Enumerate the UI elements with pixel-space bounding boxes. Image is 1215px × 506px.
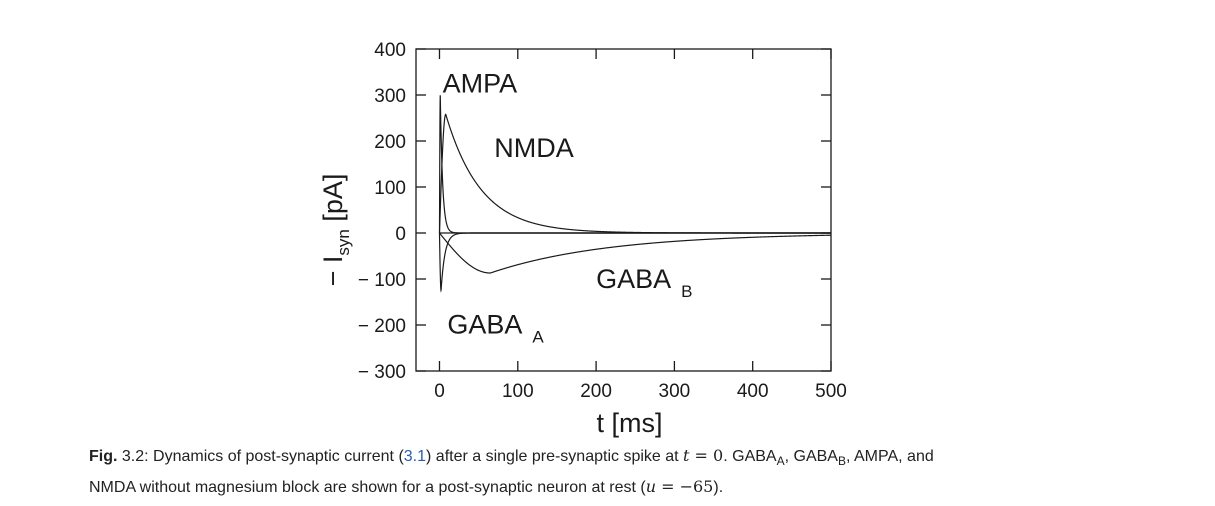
synaptic-current-chart: 400 300 200 100 0− 100− 200− 300 0 100 200 300 4… bbox=[300, 30, 880, 442]
x-tick-label: 0 bbox=[434, 381, 445, 402]
caption-sub-a: A bbox=[776, 454, 785, 469]
y-tick-label: 400 bbox=[374, 40, 406, 61]
series-label-nmda: NMDA bbox=[494, 133, 574, 163]
series-line-gaba-b bbox=[439, 232, 832, 274]
series-label-ampa: AMPA bbox=[443, 69, 518, 99]
y-axis-label-unit: [pA] bbox=[318, 174, 348, 230]
caption-line2-start: NMDA without magnesium block are shown f… bbox=[89, 479, 646, 497]
x-axis-ticks: 0 100 200 300 400 500 bbox=[434, 49, 847, 402]
series-label-gaba-b: GABA B bbox=[596, 264, 692, 301]
series-line-gaba-a bbox=[438, 232, 831, 293]
caption-u-value: = −65 bbox=[656, 477, 714, 497]
caption-t-variable: t bbox=[683, 446, 690, 465]
y-axis-ticks: 400 300 200 100 0 − 100 − 200 − 300 bbox=[358, 40, 831, 383]
caption-rest-line1: , AMPA, and bbox=[845, 448, 934, 465]
figure-caption: Fig. 3.2: Dynamics of post-synaptic curr… bbox=[89, 443, 1129, 500]
y-axis-label-main: − I bbox=[318, 256, 348, 287]
caption-t-equals-zero: = 0 bbox=[689, 446, 724, 465]
series-label-name: GABA bbox=[596, 264, 671, 294]
caption-fig-label: Fig. bbox=[89, 448, 118, 465]
series-label-subscript: A bbox=[532, 327, 544, 346]
y-axis-label-subscript: syn bbox=[334, 229, 353, 255]
x-axis-label: t [ms] bbox=[597, 408, 663, 438]
series-label-name: GABA bbox=[447, 309, 522, 339]
y-tick-label: − 100 bbox=[358, 270, 406, 291]
series-line-ampa bbox=[438, 95, 831, 234]
caption-fig-number: 3.2: Dynamics of post-synaptic current ( bbox=[117, 448, 404, 465]
y-tick-label: 200 bbox=[374, 132, 406, 153]
x-tick-label: 500 bbox=[815, 381, 847, 402]
x-tick-label: 200 bbox=[580, 381, 612, 402]
y-tick-label: − 200 bbox=[358, 316, 406, 337]
caption-text-after-ref: ) after a single pre-synaptic spike at bbox=[426, 448, 684, 465]
x-tick-label: 300 bbox=[659, 381, 691, 402]
series-label-gaba-a: GABA A bbox=[447, 309, 544, 346]
series-label-subscript: B bbox=[681, 282, 692, 301]
y-tick-label: 0 bbox=[395, 224, 406, 245]
caption-line2-end: ). bbox=[713, 479, 724, 497]
plot-frame bbox=[415, 48, 832, 372]
y-tick-label: 300 bbox=[374, 86, 406, 107]
x-tick-label: 100 bbox=[502, 381, 534, 402]
series-labels: AMPA NMDA GABA A GABA B bbox=[443, 69, 693, 347]
caption-gaba-b: , GABA bbox=[784, 448, 838, 465]
caption-text-after-t: . GABA bbox=[723, 448, 777, 465]
y-axis-label: − Isyn [pA] bbox=[318, 174, 353, 287]
caption-u-variable: u bbox=[645, 477, 657, 497]
y-tick-label: − 300 bbox=[358, 362, 406, 383]
caption-sub-b: B bbox=[837, 454, 846, 469]
series-label-name: AMPA bbox=[443, 69, 518, 99]
y-tick-label: 100 bbox=[374, 178, 406, 199]
series-label-name: NMDA bbox=[494, 133, 574, 163]
x-tick-label: 400 bbox=[737, 381, 769, 402]
caption-equation-ref-link[interactable]: 3.1 bbox=[403, 448, 427, 465]
chart-curves bbox=[438, 95, 832, 293]
